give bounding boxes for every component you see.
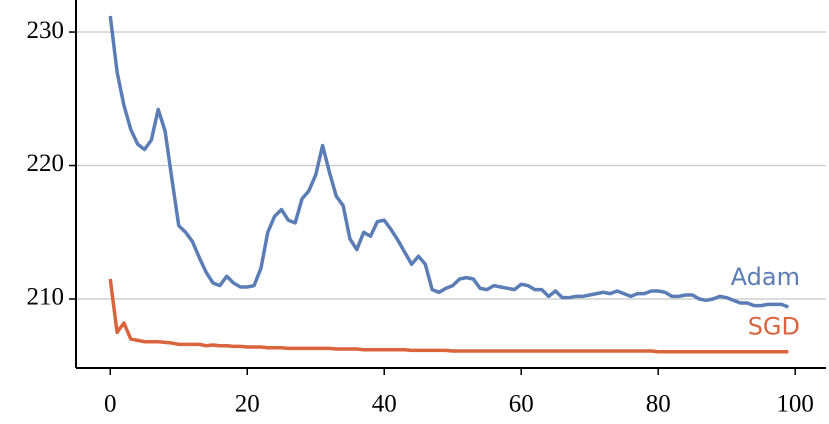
x-tick-label: 20: [235, 391, 260, 418]
x-tick-label: 100: [776, 391, 814, 418]
series-line: [108, 278, 789, 354]
series-label: SGD: [748, 313, 800, 341]
y-tick-label: 230: [27, 17, 65, 44]
series-line: [108, 15, 789, 309]
x-tick-label: 80: [646, 391, 671, 418]
x-tick-label: 60: [509, 391, 534, 418]
y-tick-label: 210: [27, 284, 65, 311]
y-tick-label: 220: [27, 150, 65, 177]
x-tick-label: 0: [104, 391, 117, 418]
x-tick-label: 40: [372, 391, 397, 418]
series-label: Adam: [731, 263, 800, 291]
